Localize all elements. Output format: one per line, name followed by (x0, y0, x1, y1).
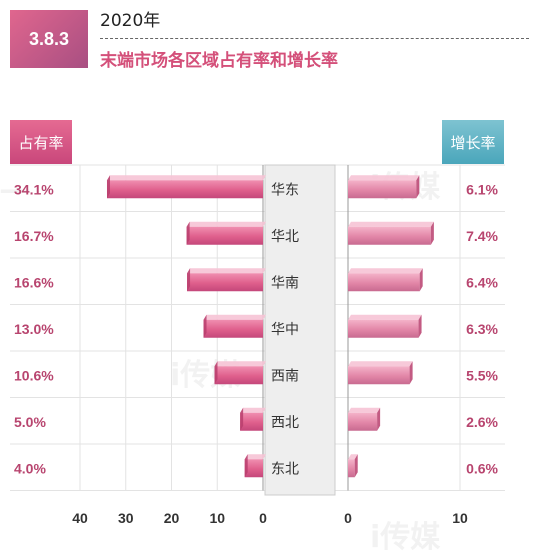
share-value-label: 16.7% (14, 228, 54, 244)
growth-legend-tag: 增长率 (442, 120, 504, 164)
category-label: 华东 (271, 182, 299, 198)
share-axis-tick: 30 (118, 510, 134, 526)
share-axis-tick: 10 (209, 510, 225, 526)
share-value-label: 10.6% (14, 367, 54, 383)
share-bar (240, 407, 266, 431)
category-band (264, 164, 336, 496)
growth-bar (348, 361, 413, 385)
share-axis-tick: 0 (259, 510, 267, 526)
chart-title: 末端市场各区域占有率和增长率 (100, 51, 338, 71)
growth-bar (348, 175, 420, 199)
region-share-growth-chart: 华东 34.1% 6.1% 华北 16.7% 7.4% 华南 16.6% 6.4% 华中 13.0%… (10, 164, 505, 526)
share-bar (106, 175, 267, 199)
growth-bar (348, 314, 422, 338)
share-axis-tick: 20 (164, 510, 180, 526)
growth-value-label: 2.6% (466, 414, 498, 430)
growth-bar (348, 221, 434, 245)
growth-value-label: 6.4% (466, 274, 498, 290)
growth-bar (348, 407, 381, 431)
category-label: 西北 (271, 415, 299, 431)
category-label: 东北 (271, 461, 299, 477)
growth-value-label: 5.5% (466, 367, 498, 383)
share-value-label: 5.0% (14, 414, 46, 430)
share-bar (186, 221, 266, 245)
year-label: 2020年 (100, 11, 161, 31)
share-axis-tick: 40 (72, 510, 88, 526)
share-value-label: 16.6% (14, 274, 54, 290)
share-bar (203, 314, 266, 338)
share-value-label: 13.0% (14, 321, 54, 337)
section-badge: 3.8.3 (10, 10, 88, 68)
share-legend-tag: 占有率 (10, 120, 72, 164)
growth-value-label: 7.4% (466, 228, 498, 244)
category-label: 华北 (271, 229, 299, 245)
category-label: 西南 (271, 368, 299, 384)
growth-axis-tick: 0 (344, 510, 352, 526)
growth-value-label: 6.1% (466, 181, 498, 197)
growth-value-label: 0.6% (466, 460, 498, 476)
share-value-label: 4.0% (14, 460, 46, 476)
category-label: 华中 (271, 322, 299, 338)
growth-value-label: 6.3% (466, 321, 498, 337)
growth-bar (348, 454, 358, 478)
share-bar (187, 268, 266, 292)
header-divider (100, 38, 529, 39)
growth-bar (348, 268, 423, 292)
share-bar (244, 454, 266, 478)
share-bar (214, 361, 266, 385)
growth-axis-tick: 10 (452, 510, 468, 526)
category-label: 华南 (271, 275, 299, 291)
share-value-label: 34.1% (14, 181, 54, 197)
